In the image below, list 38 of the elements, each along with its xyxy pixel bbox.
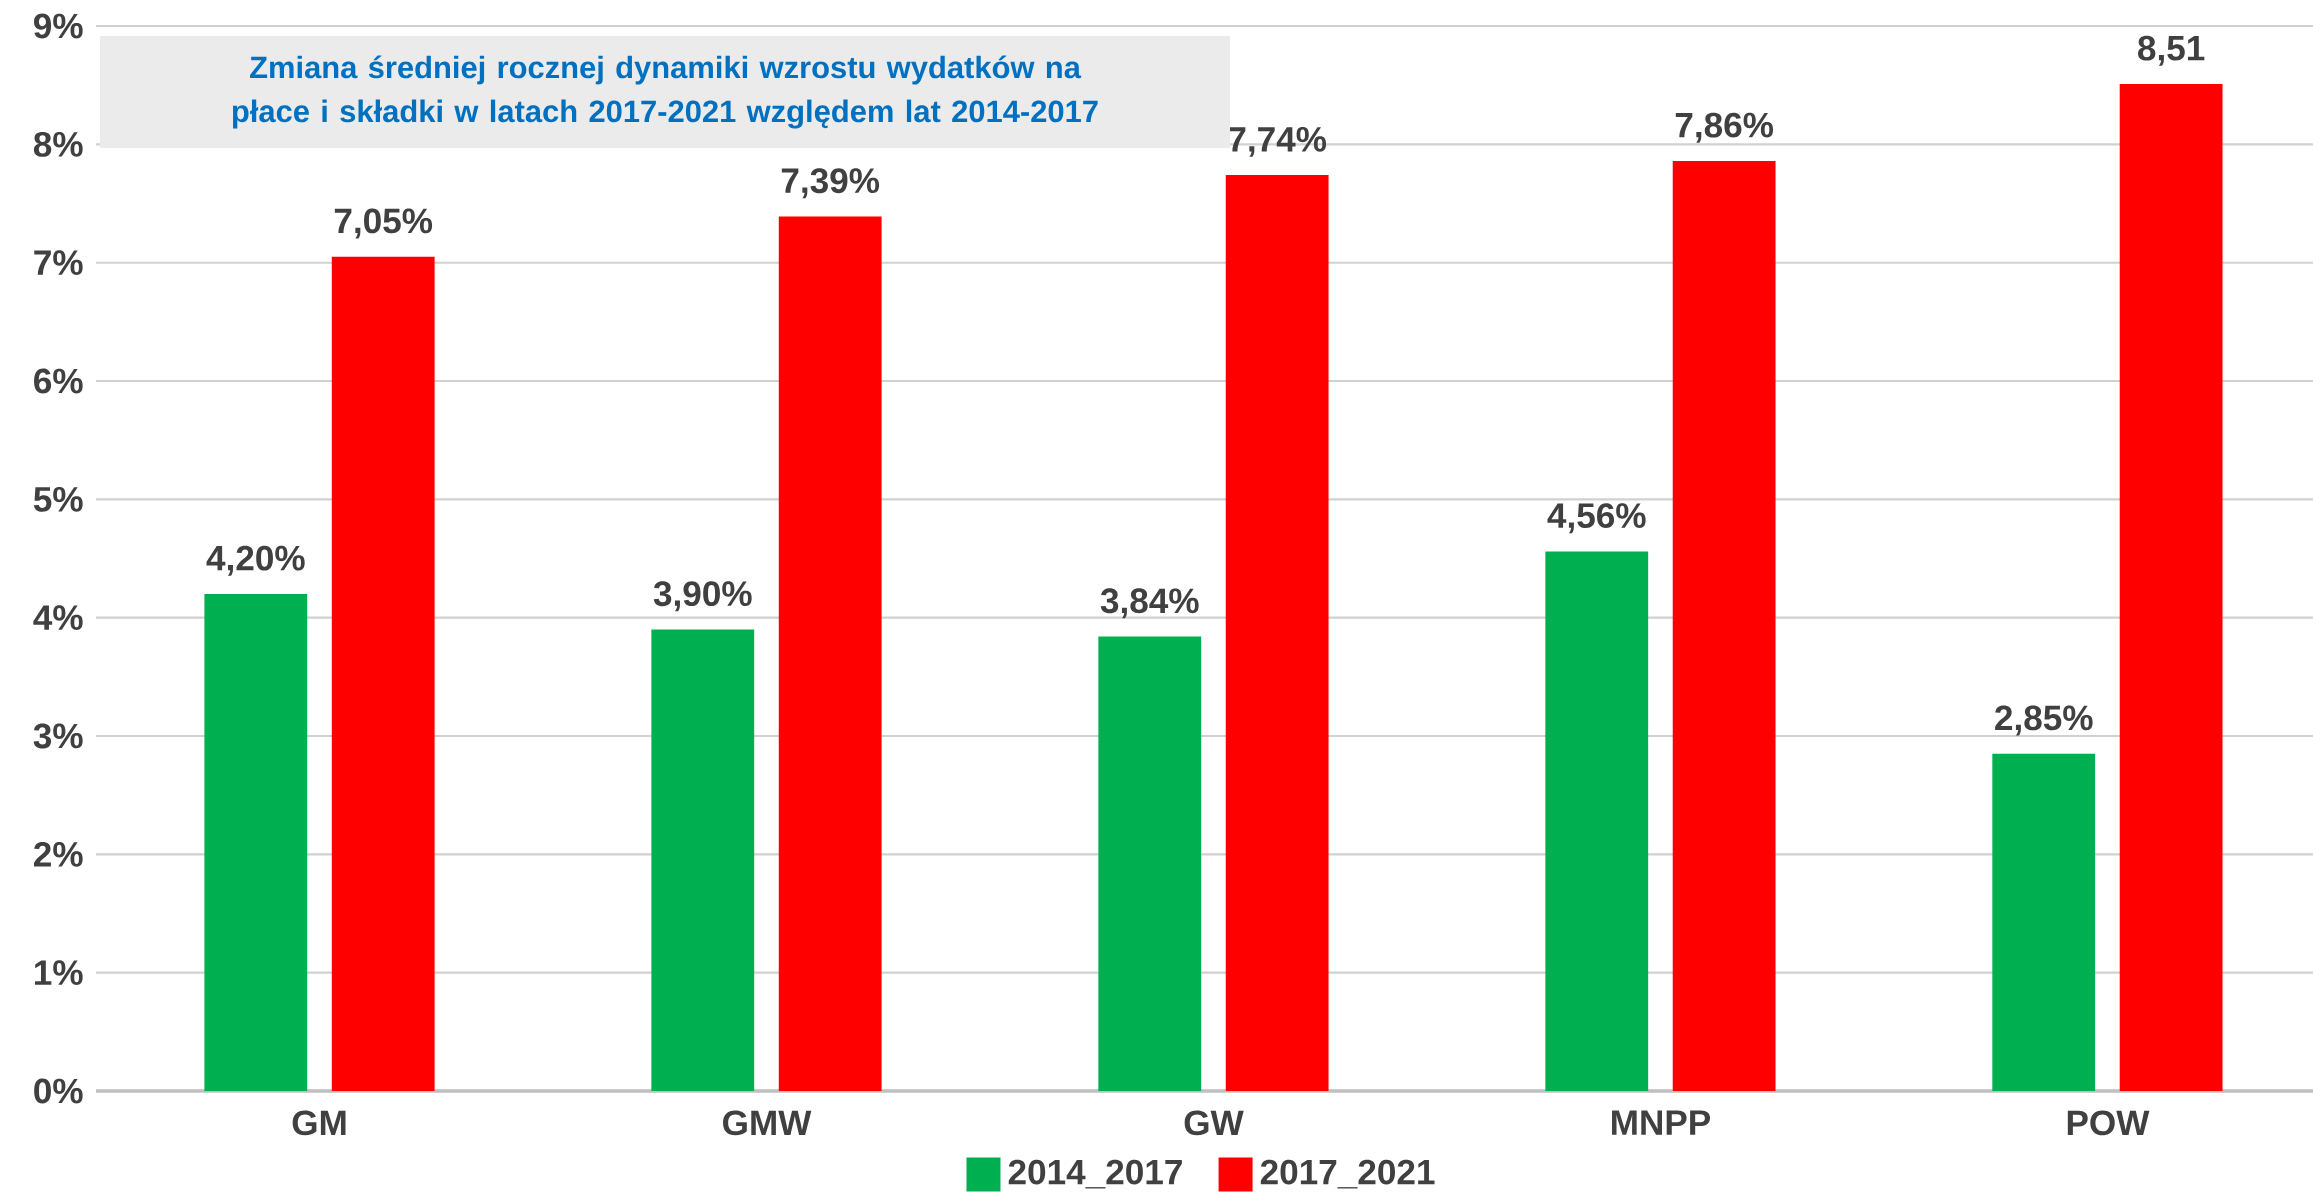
y-tick-label: 2% xyxy=(34,841,83,867)
data-label: 7,74% xyxy=(1228,126,1327,157)
y-tick-label: 3% xyxy=(33,723,83,749)
data-label: 3,90% xyxy=(653,581,752,612)
data-label: 7,86% xyxy=(1675,112,1774,143)
bar xyxy=(1225,175,1329,1091)
bar xyxy=(204,594,308,1091)
text: Zmiana średniej rocznej dynamiki wzrostu wydatków na płace i składki w latach 2017-2021 względem lat 2014-2017 xyxy=(232,55,1098,129)
y-tick-label: 9% xyxy=(34,13,83,39)
bar xyxy=(1545,551,1649,1091)
x-tick-label: GMW xyxy=(723,1110,812,1136)
bar xyxy=(1992,753,2096,1091)
bar xyxy=(2119,83,2223,1091)
y-tick-label: 0% xyxy=(34,1078,83,1104)
y-tick-label: 7% xyxy=(34,250,83,276)
bar xyxy=(1672,160,1776,1091)
bar xyxy=(778,216,882,1091)
legend-label: 2017_2021 xyxy=(1260,1159,1435,1189)
x-tick-label: GW xyxy=(1184,1110,1244,1136)
x-tick-label: POW xyxy=(2067,1110,2150,1136)
x-tick-label: GM xyxy=(292,1110,346,1136)
legend-label: 2014_2017 xyxy=(1008,1159,1182,1189)
data-label: 3,84% xyxy=(1100,588,1199,619)
y-tick-label: 8% xyxy=(33,131,83,157)
data-label: 8,51 xyxy=(2138,35,2205,66)
y-tick-label: 5% xyxy=(33,486,83,512)
data-label: 4,20% xyxy=(206,545,305,576)
x-tick-label: MNPP xyxy=(1612,1110,1711,1135)
y-tick-label: 1% xyxy=(35,960,83,986)
data-label: 4,56% xyxy=(1547,503,1646,534)
y-tick-label: 4% xyxy=(33,605,83,631)
bar xyxy=(1098,636,1202,1091)
data-label: 7,05% xyxy=(334,208,433,239)
bar xyxy=(651,629,755,1091)
y-tick-label: 6% xyxy=(34,368,83,394)
data-label: 7,39% xyxy=(781,168,880,199)
data-label: 2,85% xyxy=(1995,705,2093,736)
bar xyxy=(331,256,435,1091)
